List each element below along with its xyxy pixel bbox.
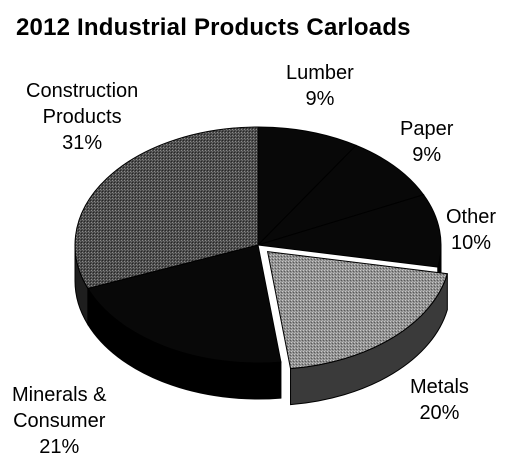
label-lumber-name: Lumber	[286, 62, 354, 84]
pie-slice-metals	[266, 251, 448, 370]
label-other-name: Other	[446, 206, 497, 228]
label-lumber-value: 9%	[305, 88, 335, 110]
label-metals: Metals 20%	[410, 374, 469, 426]
label-other: Other 10%	[446, 204, 496, 256]
label-metals-name: Metals	[410, 376, 469, 398]
pie-slice-lumber	[257, 126, 357, 247]
pie-slice-paper	[257, 144, 425, 246]
label-paper-name: Paper	[400, 118, 454, 140]
label-minerals-line2: Consumer	[13, 410, 106, 432]
pie-slice-minerals-consumer	[87, 244, 282, 364]
label-paper: Paper 9%	[400, 116, 453, 168]
label-lumber: Lumber 9%	[286, 60, 354, 112]
label-construction-line1: Construction	[26, 80, 139, 102]
pie-slice-construction-products	[74, 126, 259, 290]
chart-title: 2012 Industrial Products Carloads	[16, 14, 411, 41]
label-minerals-line1: Minerals &	[12, 384, 107, 406]
label-other-value: 10%	[451, 232, 492, 254]
pie-slice-other	[257, 194, 442, 268]
label-paper-value: 9%	[412, 144, 442, 166]
label-minerals-consumer: Minerals & Consumer 21%	[12, 382, 106, 460]
label-minerals-value: 21%	[39, 436, 80, 458]
label-construction-line2: Products	[42, 106, 122, 128]
label-construction-products: Construction Products 31%	[26, 78, 138, 156]
label-metals-value: 20%	[419, 402, 460, 424]
label-construction-value: 31%	[62, 132, 103, 154]
